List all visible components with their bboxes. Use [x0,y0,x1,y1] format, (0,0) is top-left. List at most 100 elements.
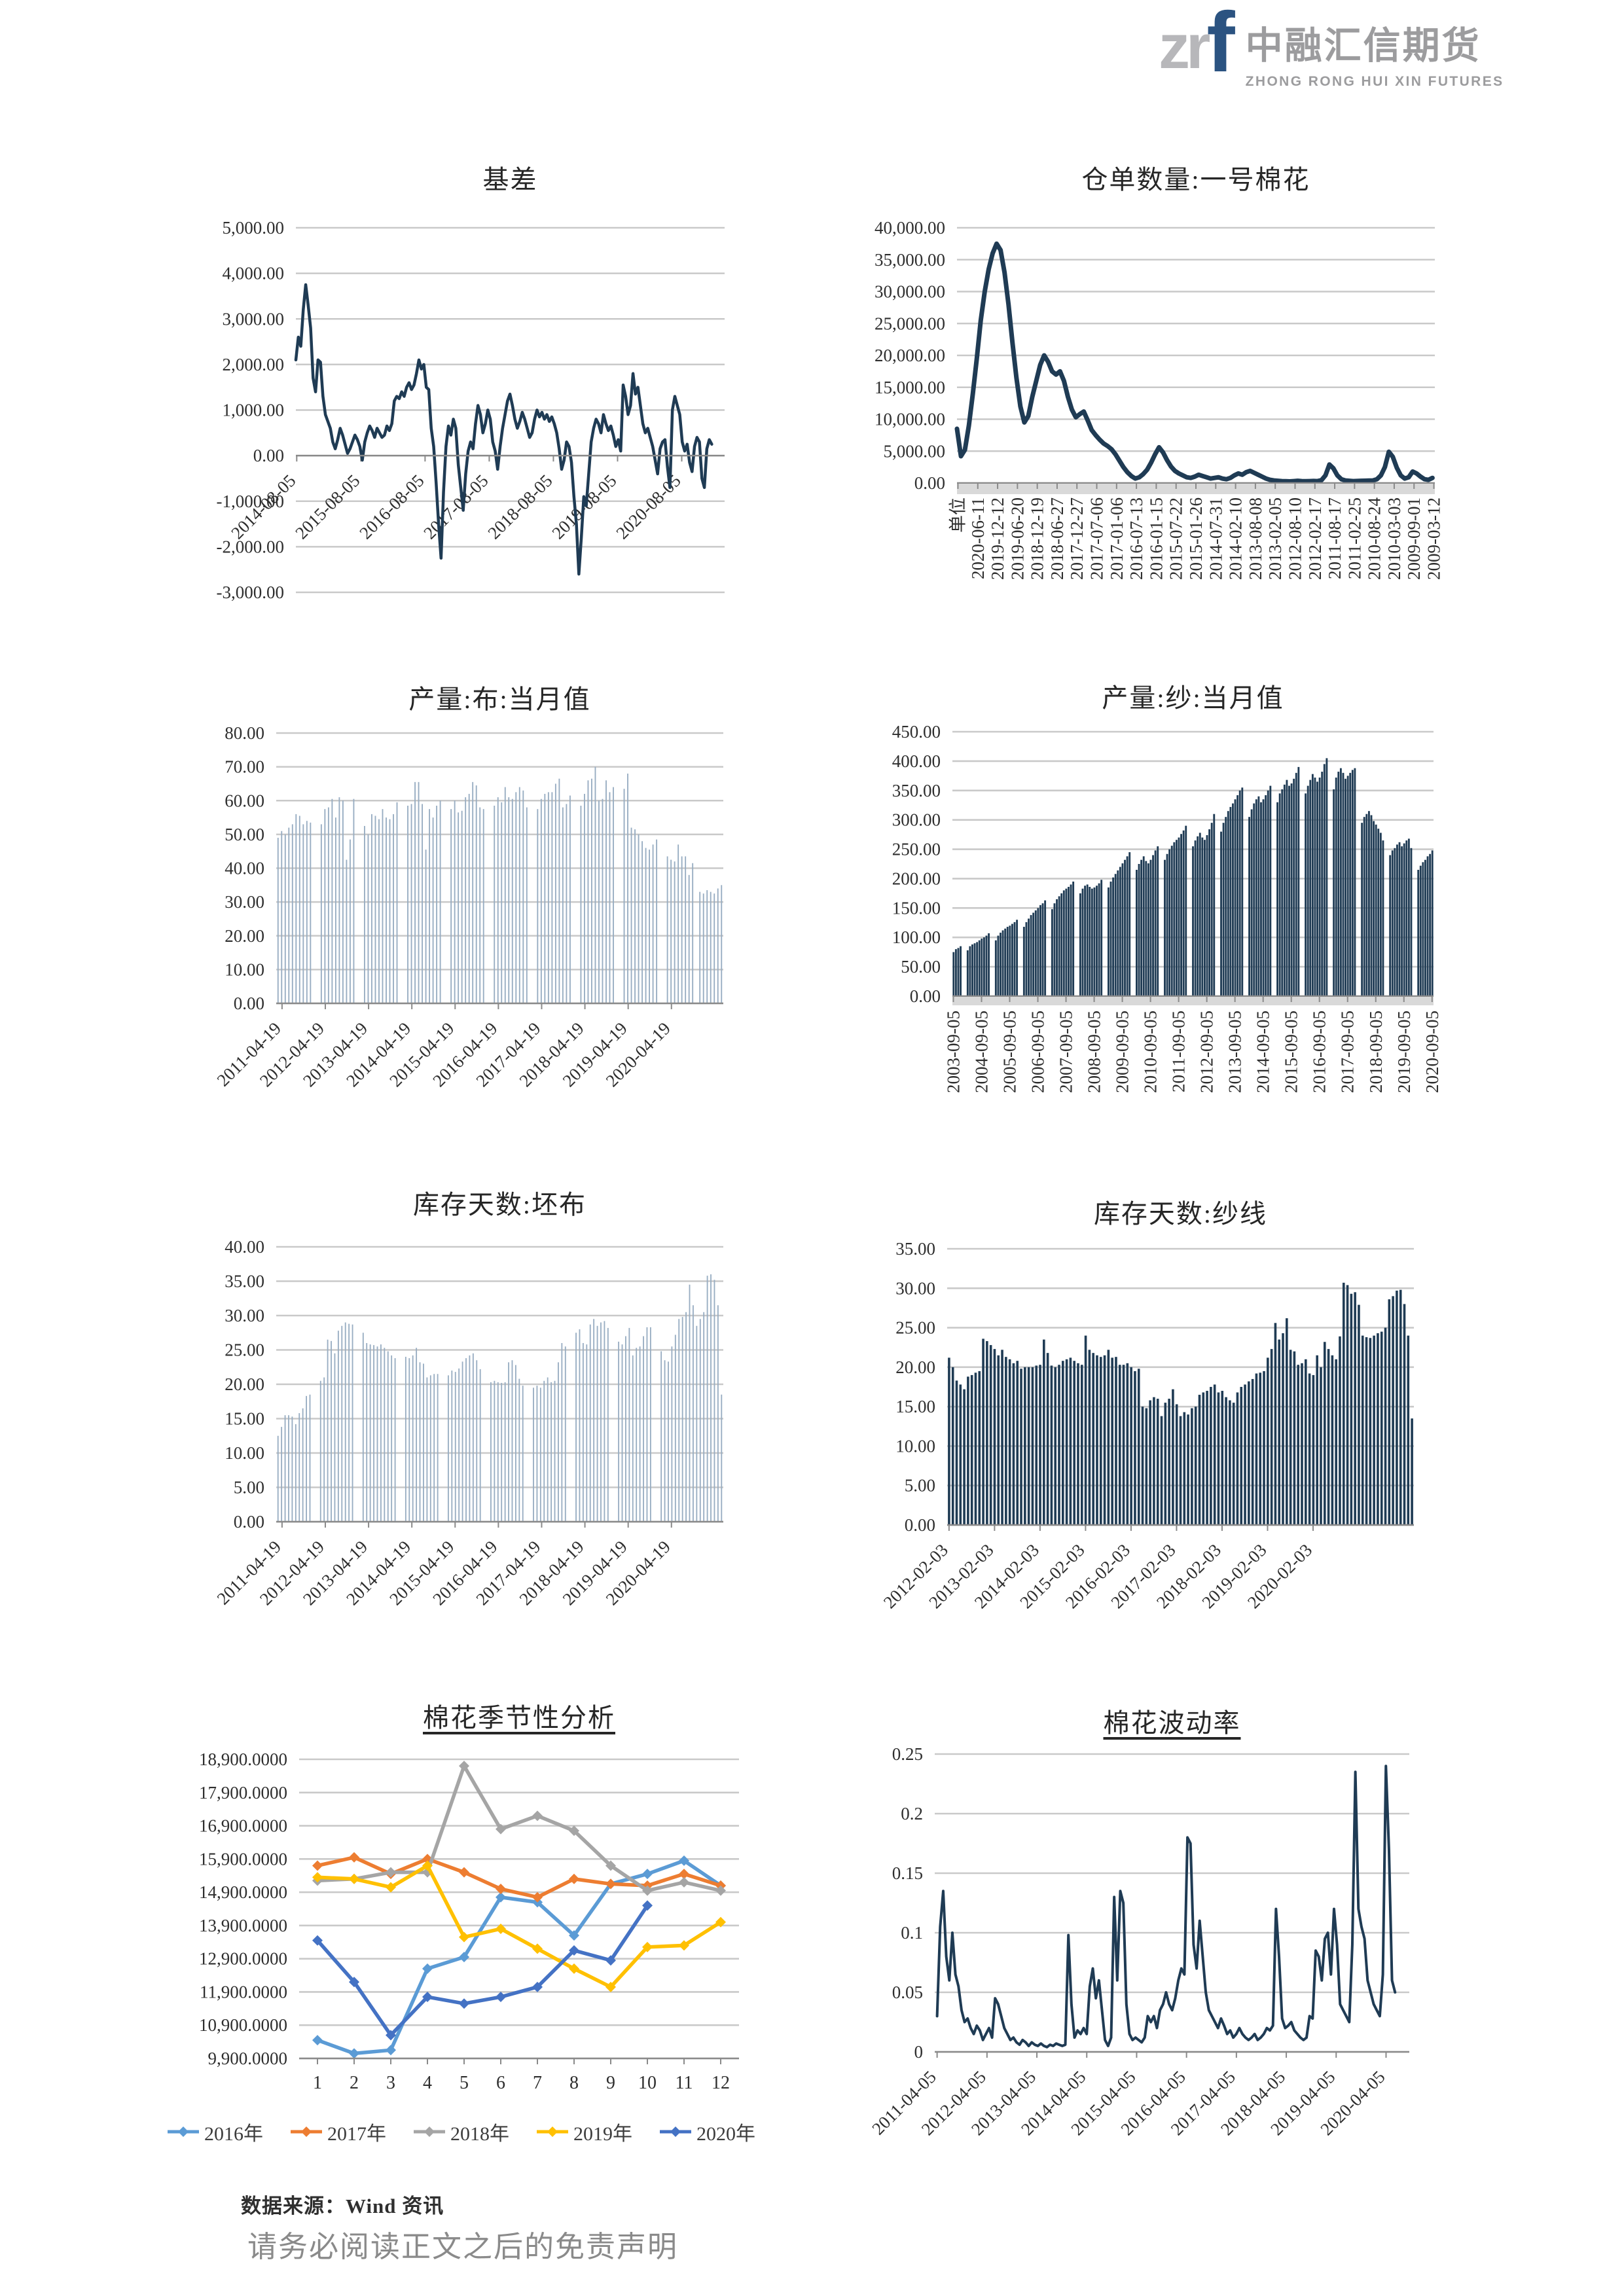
bar [609,792,611,1003]
bar [1041,903,1044,996]
series-line [317,1856,721,1899]
marker-diamond-icon [422,1992,433,2003]
bar [1278,1339,1281,1525]
bar [1339,1336,1341,1525]
bar [319,1380,321,1522]
bar [1183,1412,1186,1525]
bar [550,1382,552,1522]
svg-text:400.00: 400.00 [892,751,941,771]
series [277,766,723,1003]
svg-text:2: 2 [350,2073,359,2093]
marker-diamond-icon [349,1873,359,1884]
bar [1417,869,1420,996]
bar [1062,890,1065,996]
bar [643,1336,644,1522]
svg-text:11,900.0000: 11,900.0000 [200,1982,287,2001]
svg-text:2014-09-05: 2014-09-05 [1254,1011,1273,1093]
bar [966,950,969,996]
bar [501,802,503,1003]
bar [1222,823,1225,996]
bar [1012,1363,1015,1525]
y-axis-labels: 0.00 10.00 20.00 30.00 40.00 50.00 60.00 70.00 8… [225,723,264,1013]
series [948,1282,1413,1525]
svg-text:0.25: 0.25 [892,1744,923,1764]
svg-text:0: 0 [914,2042,924,2062]
bar [699,891,701,1003]
bar [1121,863,1124,996]
bar [1308,1373,1311,1525]
bar [1297,1365,1299,1525]
marker-diamond-icon [569,1825,579,1837]
bar [1354,1292,1356,1525]
svg-text:20.00: 20.00 [895,1357,935,1377]
bar [1316,1355,1318,1525]
bar [1392,1296,1394,1525]
legend-item: 2018年 [414,2117,509,2146]
series-2018年 [312,1761,726,1896]
bar [419,1362,421,1522]
bar [1073,1361,1075,1525]
bar [367,834,369,1003]
marker-diamond-icon [642,1941,653,1952]
svg-text:12,900.0000: 12,900.0000 [199,1949,287,1969]
svg-text:2012-08-10: 2012-08-10 [1285,497,1305,580]
marker-diamond-icon [642,1900,653,1911]
bar [353,798,355,1003]
bar [1210,1387,1212,1525]
bar [628,1327,630,1522]
basis-chart: 2014-08-052015-08-052016-08-052017-08-05… [217,218,725,602]
legend-label: 2019年 [573,2123,632,2145]
bar [1009,925,1011,996]
bar [327,807,329,1003]
bar [1316,781,1318,996]
bar [978,1371,981,1525]
bar [295,1424,297,1522]
bar [1126,856,1128,996]
svg-text:35,000.00: 35,000.00 [875,250,945,270]
bar [537,809,539,1003]
bar [429,809,431,1003]
bar [1058,896,1060,996]
bar [465,797,467,1003]
bar [547,792,549,1003]
bar [1182,830,1185,996]
svg-text:10,000.00: 10,000.00 [875,410,945,429]
bar [1043,1339,1045,1525]
bar [1396,1290,1398,1525]
svg-text:9,900.0000: 9,900.0000 [208,2049,288,2068]
bar [656,839,658,1003]
marker-diamond-icon [679,1876,689,1888]
legend-label: 2020年 [696,2123,755,2145]
bar [600,1322,602,1522]
bar [1024,1367,1026,1525]
bar [334,817,336,1003]
bar [1178,837,1180,996]
bar [454,1372,456,1522]
svg-text:8: 8 [569,2073,579,2093]
bar [1088,1350,1091,1525]
svg-text:2009-09-05: 2009-09-05 [1113,1011,1132,1093]
bar [587,780,589,1003]
svg-text:200.00: 200.00 [892,869,941,888]
bar [1022,927,1025,996]
bar [988,933,990,996]
series [954,241,1435,484]
marker-diamond-icon [459,1867,469,1878]
bar [1016,920,1019,996]
bar [955,1380,958,1525]
svg-text:100.00: 100.00 [892,927,941,947]
bar [306,821,308,1003]
bar [551,792,553,1003]
bar [1070,884,1072,996]
legend-label: 2016年 [204,2123,263,2145]
marker-diamond-icon [349,1977,359,1988]
bar [389,819,391,1003]
bar [1389,855,1392,996]
svg-text:2012-09-05: 2012-09-05 [1197,1011,1217,1093]
bar [1107,887,1110,996]
bar [511,798,513,1003]
bar [1201,837,1204,996]
bar [1361,1335,1364,1525]
bar [1114,874,1117,996]
bar [1138,864,1140,996]
